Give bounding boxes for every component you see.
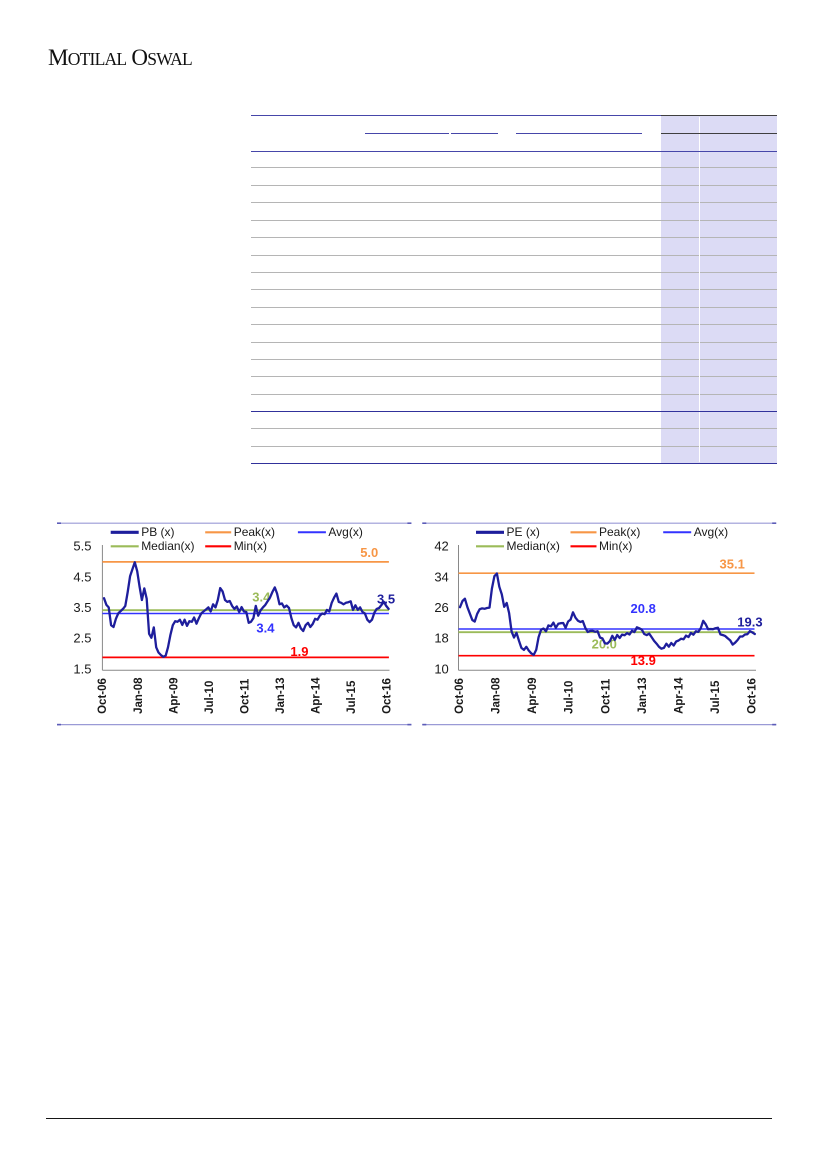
svg-text:Apr-09: Apr-09 — [168, 677, 180, 713]
svg-text:Avg(x): Avg(x) — [328, 525, 362, 539]
svg-text:20.8: 20.8 — [631, 601, 656, 616]
svg-text:PE (x): PE (x) — [507, 525, 540, 539]
svg-text:Jul-15: Jul-15 — [710, 680, 722, 714]
svg-text:26: 26 — [434, 600, 448, 615]
svg-text:10: 10 — [434, 661, 448, 676]
svg-text:Avg(x): Avg(x) — [694, 525, 728, 539]
svg-text:5.0: 5.0 — [360, 545, 378, 560]
svg-text:Oct-11: Oct-11 — [600, 678, 612, 714]
svg-text:35.1: 35.1 — [720, 557, 745, 572]
svg-text:Peak(x): Peak(x) — [599, 525, 640, 539]
svg-text:PB (x): PB (x) — [141, 525, 174, 539]
svg-text:13.9: 13.9 — [631, 653, 656, 668]
svg-text:Jul-15: Jul-15 — [346, 680, 358, 714]
svg-text:Oct-06: Oct-06 — [97, 678, 109, 714]
svg-text:1.5: 1.5 — [73, 661, 91, 676]
svg-text:Min(x): Min(x) — [599, 539, 632, 553]
svg-text:Oct-11: Oct-11 — [240, 678, 252, 714]
svg-text:Jan-13: Jan-13 — [637, 677, 649, 713]
svg-text:3.5: 3.5 — [73, 600, 91, 615]
svg-text:Peak(x): Peak(x) — [234, 525, 275, 539]
svg-text:Apr-14: Apr-14 — [674, 677, 686, 714]
svg-text:Jul-10: Jul-10 — [564, 681, 576, 714]
svg-text:4.5: 4.5 — [73, 569, 91, 584]
svg-text:Oct-06: Oct-06 — [454, 678, 466, 714]
svg-text:Jan-08: Jan-08 — [133, 677, 145, 714]
svg-text:3.4: 3.4 — [256, 620, 275, 635]
svg-text:Apr-14: Apr-14 — [311, 677, 323, 714]
svg-text:Jan-08: Jan-08 — [491, 677, 503, 714]
svg-text:Median(x): Median(x) — [141, 539, 194, 553]
svg-text:18: 18 — [434, 631, 448, 646]
svg-text:Min(x): Min(x) — [234, 539, 267, 553]
svg-text:Apr-09: Apr-09 — [527, 677, 539, 713]
svg-text:3.5: 3.5 — [377, 592, 395, 607]
svg-text:5.5: 5.5 — [73, 539, 91, 554]
svg-text:Oct-16: Oct-16 — [382, 678, 394, 714]
svg-text:3.4: 3.4 — [252, 589, 271, 604]
svg-text:1.9: 1.9 — [290, 644, 308, 659]
svg-text:Oct-16: Oct-16 — [747, 678, 759, 714]
svg-text:34: 34 — [434, 569, 448, 584]
svg-text:19.3: 19.3 — [737, 615, 762, 630]
svg-text:Jul-10: Jul-10 — [204, 681, 216, 714]
svg-text:Median(x): Median(x) — [507, 539, 560, 553]
svg-text:Jan-13: Jan-13 — [275, 677, 287, 713]
svg-text:42: 42 — [434, 539, 448, 554]
svg-text:2.5: 2.5 — [73, 631, 91, 646]
